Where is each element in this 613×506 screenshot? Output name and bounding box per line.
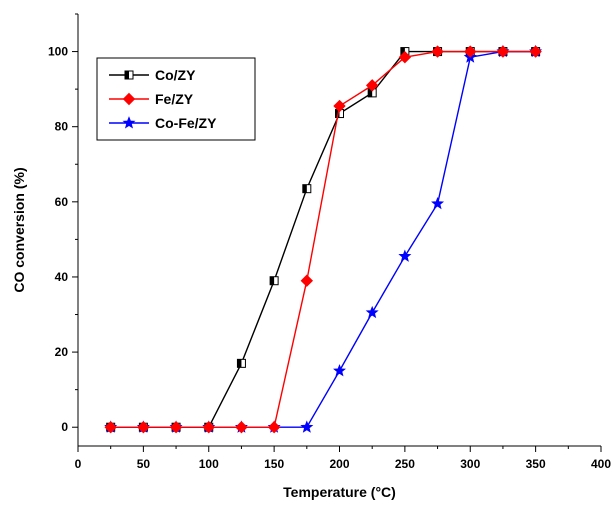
y-tick-label: 20	[55, 345, 69, 359]
data-point	[302, 184, 312, 194]
data-point	[169, 421, 183, 434]
data-point	[202, 421, 215, 434]
marker-fill	[302, 184, 307, 193]
data-point	[398, 249, 412, 262]
data-point	[529, 45, 542, 58]
series-fe-zy	[104, 45, 542, 434]
y-tick-label: 80	[55, 120, 69, 134]
data-point	[137, 421, 150, 434]
data-point	[496, 45, 510, 58]
legend-label: Co/ZY	[155, 67, 196, 83]
legend-label: Co-Fe/ZY	[155, 115, 217, 131]
x-tick-label: 100	[199, 457, 219, 471]
legend: Co/ZY Fe/ZY Co-Fe/ZY	[96, 57, 256, 141]
x-tick-label: 0	[75, 457, 82, 471]
data-point	[365, 79, 379, 92]
legend-item: Co-Fe/ZY	[109, 115, 217, 131]
marker-fill	[237, 359, 242, 368]
x-tick-label: 300	[460, 457, 480, 471]
y-tick-label: 100	[48, 45, 68, 59]
x-tick-label: 200	[329, 457, 349, 471]
x-tick-label: 350	[526, 457, 546, 471]
data-point	[267, 421, 281, 434]
x-tick-label: 400	[591, 457, 611, 471]
legend-item: Co/ZY	[109, 67, 196, 83]
data-point	[333, 364, 346, 377]
data-point	[431, 196, 445, 210]
marker-fill	[368, 88, 373, 97]
legend-marker	[122, 116, 136, 129]
data-point	[333, 99, 346, 113]
x-tick-label: 250	[395, 457, 415, 471]
y-tick-label: 40	[55, 270, 69, 284]
data-point	[104, 421, 117, 434]
data-point	[269, 276, 279, 286]
data-point	[300, 420, 314, 433]
data-point	[398, 50, 412, 64]
data-point	[431, 45, 444, 58]
data-point	[300, 274, 314, 287]
marker-fill	[270, 276, 275, 285]
x-tick-label: 150	[264, 457, 284, 471]
marker-fill	[400, 47, 405, 56]
series-group	[104, 44, 543, 434]
x-axis-title: Temperature (°C)	[283, 484, 396, 500]
data-point	[235, 421, 248, 434]
data-point	[236, 358, 246, 368]
legend-label: Fe/ZY	[155, 91, 194, 107]
legend-item: Fe/ZY	[109, 91, 194, 107]
y-axis-title: CO conversion (%)	[11, 167, 27, 292]
y-tick-label: 0	[61, 420, 68, 434]
legend-marker	[122, 92, 136, 106]
data-point	[464, 45, 477, 58]
data-point	[365, 305, 379, 319]
marker-fill	[125, 71, 129, 79]
x-tick-label: 50	[137, 457, 151, 471]
axes: 0 50 100 150 200 250 300 350 400 0 20 40 60 80 100	[48, 13, 611, 471]
y-tick-label: 60	[55, 195, 69, 209]
legend-marker	[124, 70, 134, 80]
